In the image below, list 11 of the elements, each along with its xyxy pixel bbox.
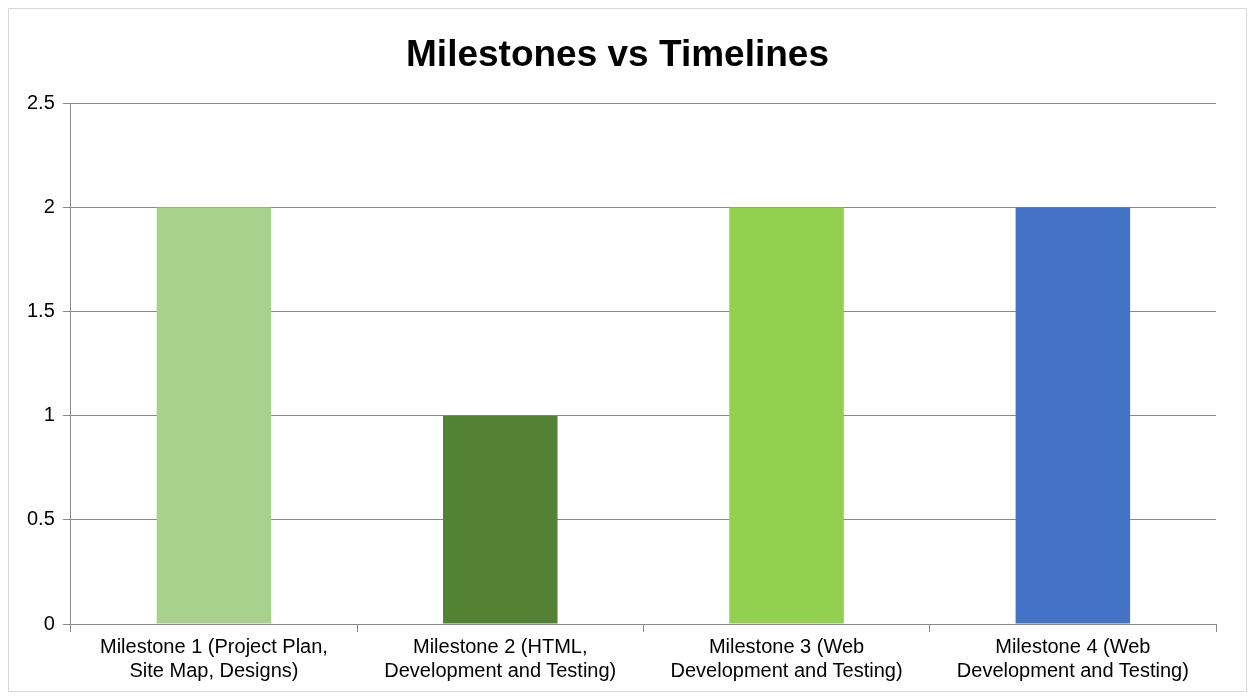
y-tick-label: 1: [43, 403, 55, 426]
y-tick-label: 0: [43, 611, 55, 634]
x-tick-label: Milestone 3 (Web Development and Testing): [670, 634, 903, 681]
y-tick-label: 1.5: [26, 299, 55, 322]
x-tick-label: Milestone 2 (HTML, Development and Testing): [384, 634, 617, 681]
x-tick-label: Milestone 1 (Project Plan, Site Map, Designs): [100, 634, 328, 681]
chart-title: Milestones vs Timelines: [406, 33, 829, 75]
y-tick-label: 2: [43, 195, 55, 218]
y-tick-label: 0.5: [26, 507, 55, 530]
y-tick-label: 2.5: [26, 90, 55, 113]
x-tick-label: Milestone 4 (Web Development and Testing): [956, 634, 1189, 681]
